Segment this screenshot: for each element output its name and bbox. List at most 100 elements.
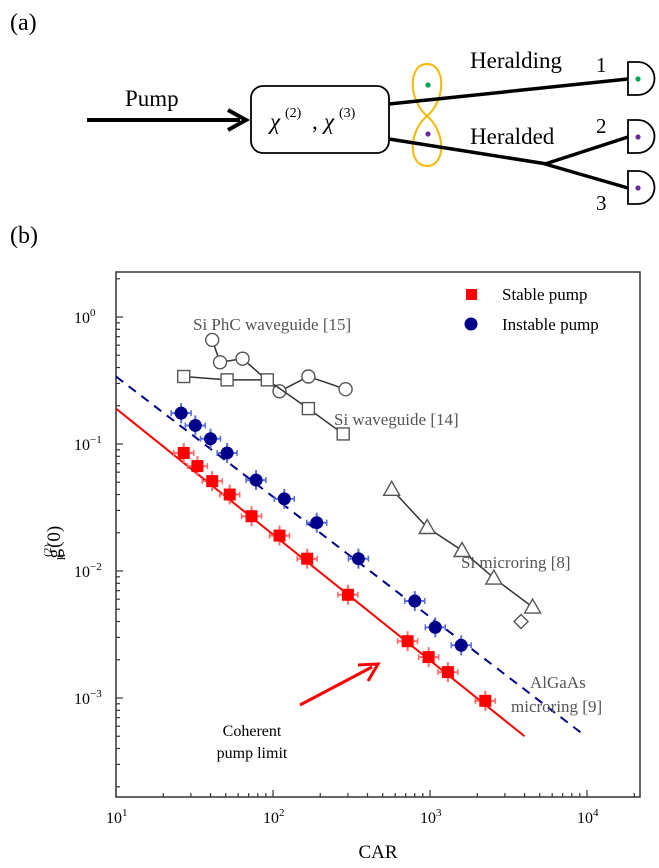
coherent-limit-line — [116, 407, 526, 738]
data-point — [437, 662, 459, 683]
chi2-superscript: (2) — [285, 106, 302, 121]
detector-3-icon — [627, 170, 656, 205]
data-point — [424, 617, 446, 638]
data-point — [260, 373, 275, 387]
data-point — [452, 541, 472, 558]
data-point — [268, 525, 291, 546]
plot-frame — [115, 271, 641, 798]
data-point — [306, 512, 328, 533]
legend-marker-stable — [466, 289, 477, 300]
heralded-label: Heralded — [470, 124, 555, 149]
pump-arrowhead-icon — [227, 108, 251, 132]
detector-1-label: 1 — [596, 53, 607, 77]
svg-text:101: 101 — [106, 807, 128, 827]
svg-text:10−3: 10−3 — [74, 688, 102, 708]
legend-label-instable: Instable pump — [502, 315, 599, 334]
data-point — [273, 488, 296, 509]
fit-lines — [116, 375, 587, 738]
data-point — [218, 484, 241, 505]
reference-series — [177, 332, 542, 630]
heralding-label: Heralding — [470, 48, 562, 73]
annotation-si-phc: Si PhC waveguide [15] — [193, 315, 351, 334]
legend-marker-instable — [464, 317, 478, 331]
legend: Stable pump Instable pump — [464, 285, 599, 334]
data-point — [513, 613, 530, 630]
data-point — [240, 506, 263, 527]
data-point — [347, 548, 370, 569]
data-point — [201, 471, 223, 492]
svg-text:10−1: 10−1 — [74, 434, 102, 454]
annotation-si-microring: Si microring [8] — [461, 553, 571, 572]
heralded-branch-2 — [544, 135, 629, 166]
data-point — [337, 584, 359, 605]
svg-text:103: 103 — [420, 807, 442, 827]
data-point — [177, 369, 191, 384]
data-point — [172, 442, 195, 463]
svg-text:100: 100 — [74, 307, 96, 327]
detector-3-label: 3 — [596, 191, 607, 215]
annotation-coherent-2: pump limit — [217, 745, 288, 762]
x-axis-label: CAR — [358, 842, 397, 863]
data-point — [199, 428, 222, 449]
data-point — [404, 591, 426, 612]
chart: 101 102 103 104 100 10−1 10−2 10−3 CAR g(2)h(0)… — [42, 271, 641, 863]
data-point — [272, 384, 287, 399]
instable-fit-line — [116, 375, 587, 738]
data-point — [216, 442, 238, 463]
data-point — [417, 647, 440, 668]
data-point — [301, 401, 316, 416]
chi3-symbol: χ — [322, 109, 335, 134]
panel-a-diagram: (a) Pump χ (2) , χ (3) Heralding Heralde… — [10, 10, 656, 215]
detector-1-icon — [627, 61, 656, 96]
y-axis-label: g(2)h(0) — [42, 526, 68, 560]
coherent-limit-arrowhead-icon — [357, 662, 381, 682]
detector-2-label: 2 — [596, 114, 607, 138]
data-point — [396, 631, 419, 652]
photon-pair-loop-icon — [411, 62, 443, 168]
measured-series — [170, 403, 497, 711]
data-point — [245, 470, 267, 491]
data-point — [301, 369, 316, 384]
heralding-path — [388, 77, 629, 106]
data-point — [186, 456, 209, 477]
coherent-limit-arrow — [299, 665, 373, 707]
axis-ticks — [115, 278, 635, 797]
pump-label: Pump — [125, 86, 179, 111]
annotation-algaas-2: microring [9] — [511, 697, 602, 716]
heralding-photon-dot — [425, 82, 431, 88]
heralded-photon-dot — [425, 131, 431, 137]
data-point — [235, 351, 250, 366]
data-point — [170, 403, 192, 424]
panel-b-label: (b) — [10, 223, 38, 249]
data-point — [474, 690, 497, 711]
svg-text:g(2)h(0): g(2)h(0) — [42, 526, 68, 560]
data-point — [220, 373, 234, 387]
data-point — [450, 635, 472, 656]
legend-label-stable: Stable pump — [502, 285, 587, 304]
heralded-path — [388, 137, 548, 166]
heralded-branch-3 — [544, 162, 629, 190]
data-point — [184, 415, 207, 436]
svg-text:10−2: 10−2 — [74, 561, 102, 581]
panel-a-label: (a) — [10, 10, 37, 36]
data-point — [296, 548, 318, 569]
svg-text:102: 102 — [263, 807, 285, 827]
svg-text:104: 104 — [577, 807, 599, 827]
annotation-algaas-1: AlGaAs — [530, 673, 586, 692]
chi3-superscript: (3) — [339, 106, 356, 121]
annotation-coherent-1: Coherent — [223, 723, 282, 740]
nonlinear-medium-box — [250, 85, 390, 154]
data-point — [484, 568, 504, 585]
chi-separator: , — [312, 109, 318, 134]
data-point — [205, 332, 220, 348]
data-point — [212, 355, 228, 370]
data-point — [523, 597, 542, 614]
data-point — [418, 518, 437, 535]
data-point — [338, 382, 353, 397]
data-point — [382, 479, 401, 496]
chi2-symbol: χ — [268, 109, 281, 134]
detector-2-icon — [627, 119, 656, 154]
data-point — [336, 427, 350, 441]
annotation-si-waveguide: Si waveguide [14] — [334, 410, 459, 429]
